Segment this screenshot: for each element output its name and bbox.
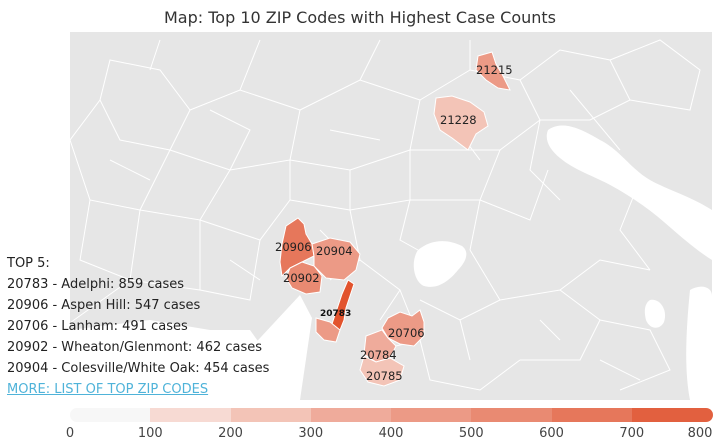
legend-tick-label: 0 (65, 426, 75, 441)
zip-boundaries (59, 39, 701, 391)
legend-swatch (471, 408, 552, 422)
zip-label-21215: 21215 (476, 63, 513, 77)
water-areas (235, 125, 712, 400)
top-list-heading: TOP 5: (7, 256, 50, 271)
legend-swatch (70, 408, 151, 422)
legend-tick-label: 700 (619, 426, 645, 441)
zip-label-20784: 20784 (360, 348, 397, 362)
legend-swatch (391, 408, 472, 422)
zip-labels: 21215 21228 20906 20904 20902 20783 2070… (275, 63, 513, 383)
legend-tick-label: 300 (298, 426, 324, 441)
zip-area-21228[interactable] (433, 95, 489, 151)
legend-tick-label: 100 (137, 426, 163, 441)
zip-area-20783-south (315, 317, 341, 343)
legend-swatch (551, 408, 633, 422)
top-list-item: 20783 - Adelphi: 859 cases (7, 277, 185, 292)
top-five-list: TOP 5: 20783 - Adelphi: 859 cases 20906 … (7, 253, 269, 400)
zip-area-20784[interactable] (363, 329, 397, 363)
zip-area-20785[interactable] (359, 355, 405, 387)
legend-swatch (310, 408, 392, 422)
legend-tick-label: 200 (218, 426, 243, 441)
legend-tick-label: 500 (458, 426, 484, 441)
zip-area-20906[interactable] (279, 217, 315, 278)
zip-area-21215[interactable] (475, 51, 511, 91)
zip-label-20904: 20904 (316, 244, 353, 258)
zip-label-20706: 20706 (388, 326, 425, 340)
zip-label-20906: 20906 (275, 240, 312, 254)
legend-tick-label: 600 (539, 426, 564, 441)
legend-tick-label: 400 (378, 426, 404, 441)
base-land (70, 32, 712, 400)
zip-map[interactable]: 21215 21228 20906 20904 20902 20783 2070… (0, 0, 720, 400)
more-zip-codes-link[interactable]: MORE: LIST OF TOP ZIP CODES (7, 382, 209, 397)
legend-swatch (150, 408, 231, 422)
color-legend (70, 408, 713, 422)
zip-area-20904[interactable] (311, 237, 361, 281)
legend-swatch (230, 408, 312, 422)
legend-tick-labels: 0 100 200 300 400 500 600 700 800 (0, 426, 720, 444)
zip-label-20902: 20902 (283, 271, 320, 285)
top-list-item: 20902 - Wheaton/Glenmont: 462 cases (7, 340, 263, 355)
zip-area-20902[interactable] (285, 261, 323, 295)
zip-label-20783: 20783 (320, 309, 351, 319)
zip-label-21228: 21228 (440, 113, 477, 127)
legend-swatch (631, 408, 713, 422)
zip-label-20785: 20785 (366, 369, 403, 383)
page-title: Map: Top 10 ZIP Codes with Highest Case … (163, 8, 556, 27)
top-list-item: 20906 - Aspen Hill: 547 cases (7, 298, 201, 313)
top-list-item: 20904 - Colesville/White Oak: 454 cases (7, 361, 270, 376)
legend-tick-label: 800 (687, 426, 713, 441)
top-list-item: 20706 - Lanham: 491 cases (7, 319, 188, 334)
highlighted-zips (279, 51, 511, 387)
